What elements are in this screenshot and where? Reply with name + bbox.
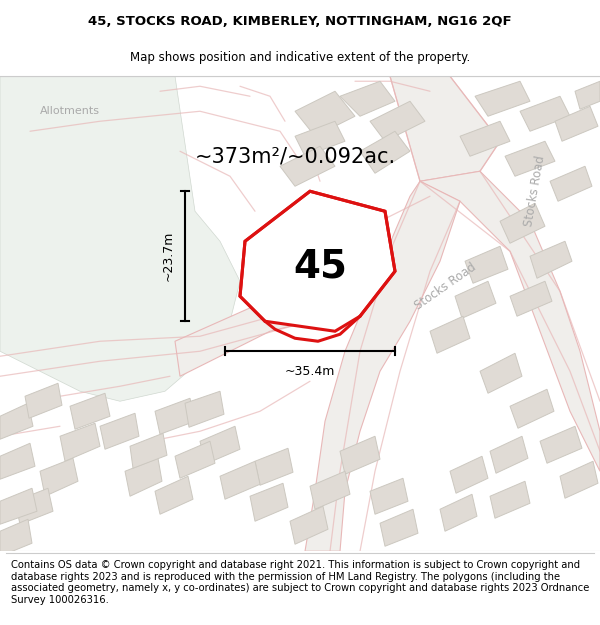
Polygon shape	[185, 391, 224, 428]
Polygon shape	[420, 171, 600, 471]
Polygon shape	[25, 383, 62, 418]
Polygon shape	[465, 246, 508, 283]
Polygon shape	[0, 403, 33, 439]
Polygon shape	[550, 166, 592, 201]
Polygon shape	[340, 436, 380, 474]
Polygon shape	[390, 76, 500, 181]
Text: Map shows position and indicative extent of the property.: Map shows position and indicative extent…	[130, 51, 470, 64]
Polygon shape	[0, 519, 32, 556]
Polygon shape	[305, 181, 460, 551]
Polygon shape	[430, 316, 470, 353]
Polygon shape	[125, 458, 162, 496]
Polygon shape	[505, 141, 555, 176]
Text: ~23.7m: ~23.7m	[162, 231, 175, 281]
Text: 45: 45	[293, 248, 347, 285]
Polygon shape	[510, 389, 554, 428]
Polygon shape	[290, 506, 328, 544]
Polygon shape	[280, 146, 335, 186]
Text: ~373m²/~0.092ac.: ~373m²/~0.092ac.	[194, 146, 395, 166]
Polygon shape	[155, 398, 195, 434]
Polygon shape	[175, 286, 330, 376]
Polygon shape	[70, 393, 110, 429]
Polygon shape	[450, 456, 488, 493]
Polygon shape	[40, 458, 78, 496]
Polygon shape	[255, 448, 293, 485]
Polygon shape	[130, 433, 167, 468]
Text: Stocks Road: Stocks Road	[523, 155, 548, 228]
Polygon shape	[460, 121, 510, 156]
Polygon shape	[340, 81, 395, 116]
Polygon shape	[310, 471, 350, 509]
Polygon shape	[0, 76, 240, 401]
Polygon shape	[520, 96, 570, 131]
Polygon shape	[370, 478, 408, 514]
Polygon shape	[500, 203, 545, 243]
Polygon shape	[575, 81, 600, 109]
Text: 45, STOCKS ROAD, KIMBERLEY, NOTTINGHAM, NG16 2QF: 45, STOCKS ROAD, KIMBERLEY, NOTTINGHAM, …	[88, 15, 512, 28]
Polygon shape	[440, 494, 477, 531]
Polygon shape	[380, 509, 418, 546]
Polygon shape	[295, 91, 355, 136]
Polygon shape	[530, 241, 572, 278]
Polygon shape	[100, 413, 139, 449]
Polygon shape	[510, 281, 552, 316]
Polygon shape	[0, 443, 35, 479]
Polygon shape	[360, 131, 410, 173]
Polygon shape	[455, 281, 496, 318]
Polygon shape	[15, 488, 53, 524]
Text: Allotments: Allotments	[40, 106, 100, 116]
Polygon shape	[540, 426, 582, 463]
Polygon shape	[490, 481, 530, 518]
Polygon shape	[240, 191, 395, 331]
Polygon shape	[370, 101, 425, 141]
Polygon shape	[200, 426, 240, 464]
Polygon shape	[475, 81, 530, 116]
Polygon shape	[155, 476, 193, 514]
Polygon shape	[480, 353, 522, 393]
Text: ~35.4m: ~35.4m	[285, 365, 335, 378]
Polygon shape	[0, 488, 37, 524]
Text: Contains OS data © Crown copyright and database right 2021. This information is : Contains OS data © Crown copyright and d…	[11, 560, 589, 605]
Polygon shape	[175, 441, 215, 478]
Polygon shape	[250, 483, 288, 521]
Polygon shape	[490, 436, 528, 473]
Text: Stocks Road: Stocks Road	[412, 261, 478, 312]
Polygon shape	[560, 461, 598, 498]
Polygon shape	[60, 423, 100, 461]
Polygon shape	[295, 121, 345, 156]
Polygon shape	[555, 106, 598, 141]
Polygon shape	[220, 461, 260, 499]
